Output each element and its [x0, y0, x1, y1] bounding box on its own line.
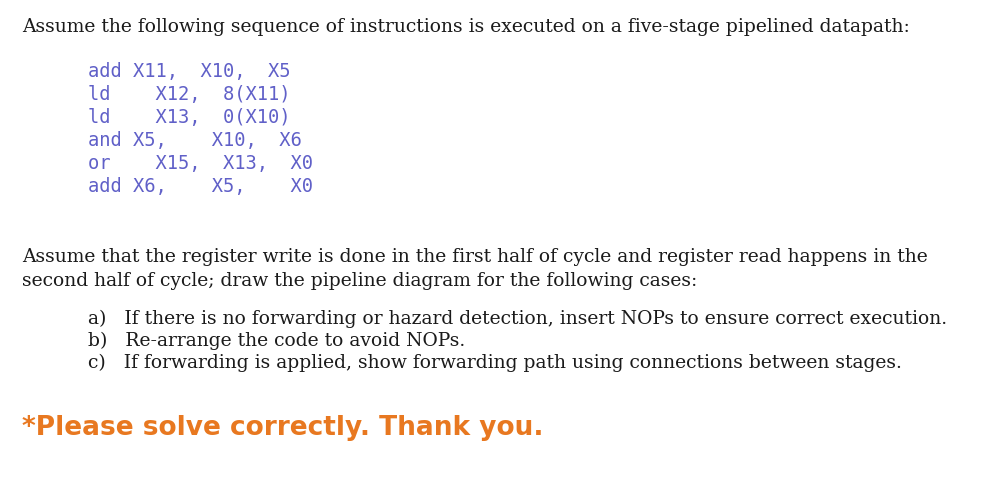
Text: *Please solve correctly. Thank you.: *Please solve correctly. Thank you. [22, 415, 543, 441]
Text: a)   If there is no forwarding or hazard detection, insert NOPs to ensure correc: a) If there is no forwarding or hazard d… [88, 310, 948, 328]
Text: Assume the following sequence of instructions is executed on a five-stage pipeli: Assume the following sequence of instruc… [22, 18, 910, 36]
Text: ld    X13,  0(X10): ld X13, 0(X10) [88, 108, 291, 127]
Text: ld    X12,  8(X11): ld X12, 8(X11) [88, 85, 291, 104]
Text: Assume that the register write is done in the first half of cycle and register r: Assume that the register write is done i… [22, 248, 928, 266]
Text: and X5,    X10,  X6: and X5, X10, X6 [88, 131, 302, 150]
Text: add X11,  X10,  X5: add X11, X10, X5 [88, 62, 291, 81]
Text: second half of cycle; draw the pipeline diagram for the following cases:: second half of cycle; draw the pipeline … [22, 272, 697, 290]
Text: c)   If forwarding is applied, show forwarding path using connections between st: c) If forwarding is applied, show forwar… [88, 354, 902, 372]
Text: b)   Re-arrange the code to avoid NOPs.: b) Re-arrange the code to avoid NOPs. [88, 332, 465, 350]
Text: or    X15,  X13,  X0: or X15, X13, X0 [88, 154, 313, 173]
Text: add X6,    X5,    X0: add X6, X5, X0 [88, 177, 313, 196]
